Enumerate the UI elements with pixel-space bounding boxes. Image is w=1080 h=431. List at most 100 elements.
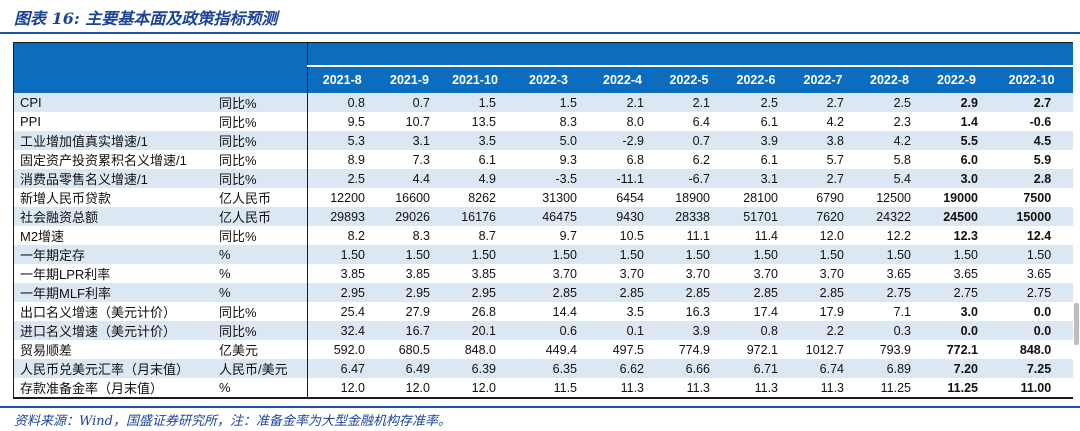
cell: 793.9 (879, 342, 911, 357)
cell: 3.0 (960, 304, 978, 319)
cell: 12.2 (886, 228, 911, 243)
cell: 848.0 (464, 342, 496, 357)
cell: 972.1 (746, 342, 778, 357)
cell: 11.3 (656, 378, 722, 399)
cell: 6.39 (442, 359, 508, 378)
cell: 11.25 (923, 378, 990, 399)
cell: 6.1 (760, 114, 778, 129)
row-unit: 亿美元 (219, 340, 308, 359)
table-row: M2增速 同比% 8.2 8.3 8.7 9.7 10.5 11.1 11.4 12.0 12.2 1… (14, 226, 1073, 245)
cell: 13.5 (471, 114, 496, 129)
cell: 11.3 (722, 378, 790, 399)
table-row: 人民币兑美元汇率（月末值） 人民币/美元 6.47 6.49 6.39 6.35 6.62 6… (14, 359, 1074, 378)
cell: 8.9 (347, 152, 365, 167)
cell: 3.65 (1026, 266, 1052, 281)
row-unit: 亿人民币 (219, 188, 308, 207)
data-table: 2021-8 2021-9 2021-10 2022-3 2022-4 2022-5 202… (14, 43, 1074, 399)
cell: 12200 (330, 190, 365, 205)
cell: 7620 (790, 207, 856, 226)
cell: 1.5 (508, 93, 589, 112)
table-row: PPI 同比% 9.5 10.7 13.5 8.3 8.0 6.4 6.1 4.2 2.3 1.4 -0… (14, 112, 1073, 131)
cell: 11.1 (686, 228, 710, 243)
cell: 12500 (876, 190, 911, 205)
cell: 31300 (542, 190, 577, 205)
cell: 11.25 (856, 378, 923, 399)
cell: 20.1 (442, 321, 508, 340)
cell: 2.9 (923, 93, 990, 112)
cell: 0.3 (856, 321, 923, 340)
row-label: 一年期MLF利率 (14, 283, 219, 302)
cell: 6.35 (508, 359, 589, 378)
cell: 3.9 (722, 131, 790, 150)
cell: 6.71 (722, 359, 790, 378)
cell: 1.50 (656, 245, 722, 264)
cell: 7.25 (990, 359, 1074, 378)
cell: 6.0 (960, 152, 978, 167)
cell: 0.0 (990, 321, 1074, 340)
cell: 17.9 (819, 304, 844, 319)
cell: 11.4 (754, 228, 778, 243)
cell: 18900 (675, 190, 710, 205)
cell: 4.2 (856, 131, 923, 150)
row-unit: 人民币/美元 (219, 359, 308, 378)
cell: 2.75 (856, 283, 923, 302)
column-header: 2022-8 (856, 66, 923, 93)
title-divider (0, 32, 1080, 34)
cell: 6.2 (692, 152, 710, 167)
cell: 27.9 (405, 304, 430, 319)
cell: 2.95 (377, 283, 442, 302)
cell: 2.2 (790, 321, 856, 340)
row-label: 一年期定存 (14, 245, 219, 264)
figure-title: 图表 16: 主要基本面及政策指标预测 (14, 9, 278, 28)
cell: 1.50 (990, 245, 1074, 264)
cell: 11.5 (508, 378, 589, 399)
row-label: 消费品零售名义增速/1 (14, 169, 219, 188)
cell: 1.50 (923, 245, 990, 264)
cell: 3.70 (753, 266, 778, 281)
cell: 17.4 (753, 304, 778, 319)
table-row: 工业增加值真实增速/1 同比% 5.3 3.1 3.5 5.0 -2.9 0.7 3.9 3.8 4… (14, 131, 1074, 150)
cell: 46475 (508, 207, 589, 226)
row-label: CPI (14, 93, 219, 112)
cell: 12.4 (1026, 228, 1052, 243)
row-label: M2增速 (20, 229, 65, 244)
cell: 774.9 (678, 342, 710, 357)
cell: 6.49 (377, 359, 442, 378)
table-row: 进口名义增速（美元计价） 同比% 32.4 16.7 20.1 0.6 0.1 3.9 0.8 2… (14, 321, 1074, 340)
scrollbar-thumb[interactable] (1074, 303, 1079, 345)
cell: 12.0 (819, 228, 844, 243)
cell: 3.70 (685, 266, 710, 281)
cell: 4.5 (990, 131, 1074, 150)
row-label: 进口名义增速（美元计价） (14, 321, 219, 340)
cell: 2.5 (722, 93, 790, 112)
row-label: 一年期LPR利率 (20, 267, 111, 282)
cell: 0.8 (307, 93, 377, 112)
column-header: 2022-4 (589, 66, 656, 93)
cell: 5.3 (307, 131, 377, 150)
cell: 5.7 (826, 152, 844, 167)
cell: 51701 (722, 207, 790, 226)
cell: 4.9 (442, 169, 508, 188)
cell: 24322 (856, 207, 923, 226)
cell: 2.95 (442, 283, 508, 302)
cell: 15000 (990, 207, 1074, 226)
forecast-table: 2021-8 2021-9 2021-10 2022-3 2022-4 2022-5 202… (13, 42, 1074, 399)
column-header: 2022-3 (508, 66, 589, 93)
column-header: 2021-9 (377, 66, 442, 93)
row-label: 人民币兑美元汇率（月末值） (14, 359, 219, 378)
cell: 2.7 (990, 93, 1074, 112)
table-row: 社会融资总额 亿人民币 29893 29026 16176 46475 9430 28338 5… (14, 207, 1074, 226)
row-label: 存款准备金率（月末值） (14, 378, 219, 399)
cell: 3.85 (405, 266, 430, 281)
table-row: 存款准备金率（月末值）% 12.0 12.0 12.0 11.5 11.3 11.3 11.3… (14, 378, 1074, 399)
cell: 592.0 (333, 342, 365, 357)
cell: 14.4 (552, 304, 577, 319)
row-label: 社会融资总额 (14, 207, 219, 226)
cell: 8.2 (347, 228, 365, 243)
cell: 0.8 (722, 321, 790, 340)
cell: 2.5 (856, 93, 923, 112)
cell: -3.5 (508, 169, 589, 188)
cell: 6.4 (692, 114, 710, 129)
cell: 1.4 (960, 114, 978, 129)
row-label: PPI (20, 114, 41, 129)
